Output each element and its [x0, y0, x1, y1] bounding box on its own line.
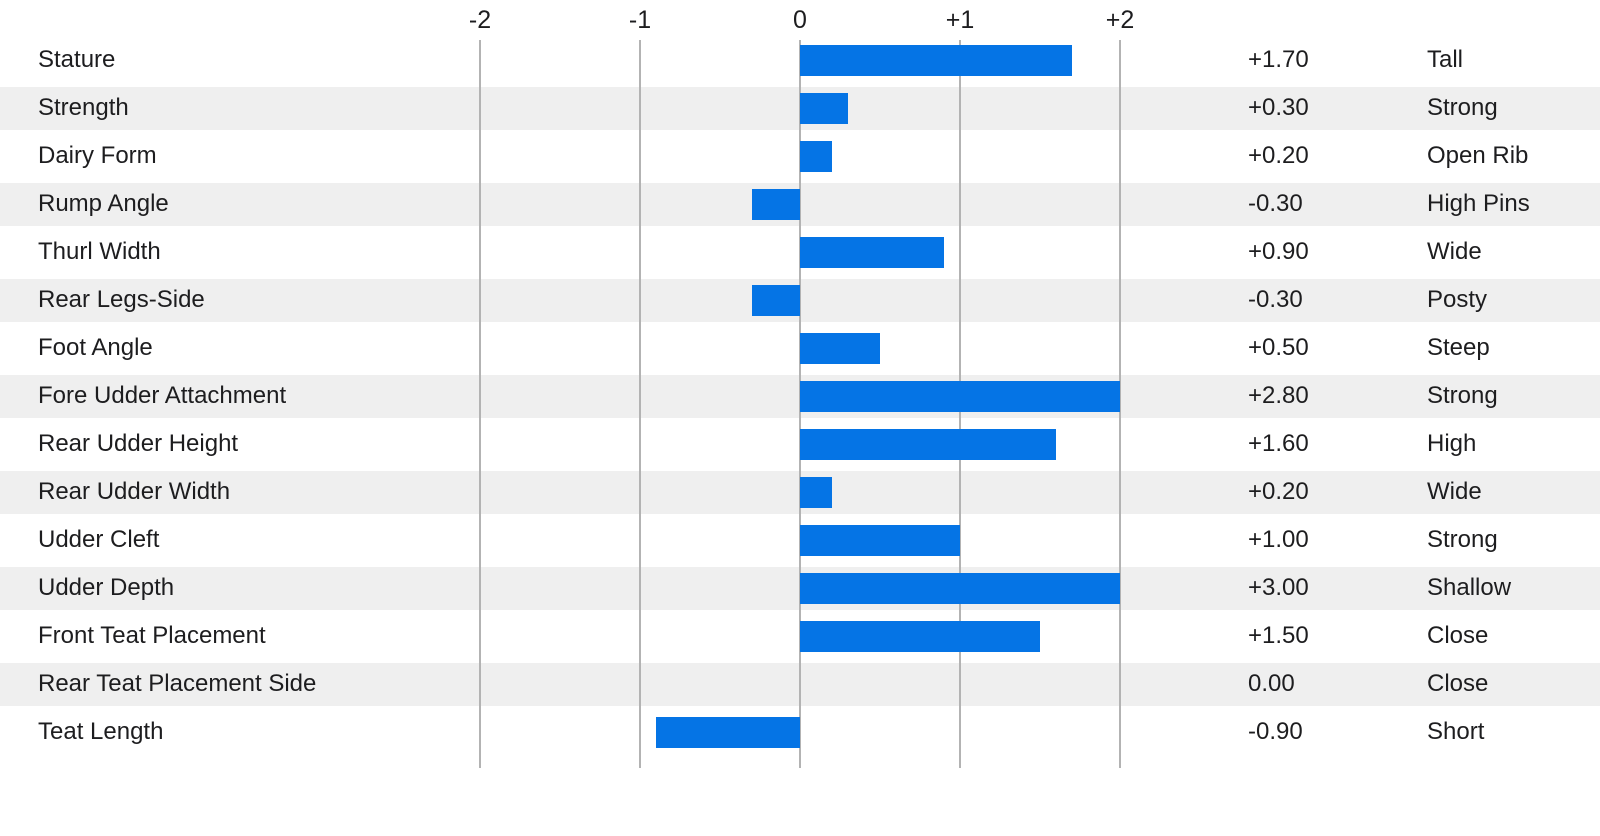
sta-bar	[800, 92, 848, 124]
trait-label: Strength	[38, 94, 129, 121]
sta-bar	[800, 380, 1120, 412]
sta-bar	[656, 716, 800, 748]
trait-descriptor-label: Short	[1427, 718, 1485, 745]
sta-bar	[800, 332, 880, 364]
gridline	[639, 40, 641, 768]
trait-value-label: +0.30	[1248, 94, 1309, 121]
trait-descriptor-label: Tall	[1427, 46, 1464, 73]
sta-bar	[800, 44, 1072, 76]
trait-row: Thurl Width +0.90 Wide	[0, 228, 1600, 276]
sta-bar	[752, 284, 800, 316]
trait-label: Rump Angle	[38, 190, 169, 217]
sta-bar	[800, 428, 1056, 460]
trait-value-label: +2.80	[1248, 382, 1309, 409]
trait-row: Teat Length -0.90 Short	[0, 708, 1600, 756]
trait-descriptor-label: Close	[1427, 622, 1489, 649]
trait-label: Teat Length	[38, 718, 164, 745]
sta-bar	[800, 236, 944, 268]
trait-label: Udder Cleft	[38, 526, 160, 553]
trait-value-label: +1.60	[1248, 430, 1309, 457]
gridline	[479, 40, 481, 768]
trait-value-label: +0.20	[1248, 478, 1309, 505]
trait-label: Rear Udder Height	[38, 430, 239, 457]
trait-label: Stature	[38, 46, 116, 73]
trait-label: Foot Angle	[38, 334, 153, 361]
trait-label: Fore Udder Attachment	[38, 382, 287, 409]
trait-descriptor-label: Wide	[1427, 238, 1482, 265]
trait-label: Thurl Width	[38, 238, 161, 265]
trait-label: Dairy Form	[38, 142, 157, 169]
trait-value-label: +0.50	[1248, 334, 1309, 361]
axis-tick-label: 0	[793, 6, 807, 34]
trait-label: Rear Teat Placement Side	[38, 670, 317, 697]
trait-descriptor-label: Posty	[1427, 286, 1488, 313]
trait-value-label: -0.90	[1248, 718, 1303, 745]
axis-tick-label: -2	[468, 6, 492, 34]
trait-descriptor-label: High Pins	[1427, 190, 1530, 217]
axis-tick-label: -1	[628, 6, 652, 34]
trait-row: Dairy Form +0.20 Open Rib	[0, 132, 1600, 180]
sta-bar	[800, 476, 832, 508]
trait-row: Udder Cleft +1.00 Strong	[0, 516, 1600, 564]
trait-descriptor-label: High	[1427, 430, 1477, 457]
sta-bar	[800, 620, 1040, 652]
trait-value-label: -0.30	[1248, 286, 1303, 313]
axis-tick-label: +1	[945, 6, 975, 34]
trait-value-label: +0.90	[1248, 238, 1309, 265]
sta-bar	[800, 572, 1120, 604]
trait-value-label: +1.50	[1248, 622, 1309, 649]
trait-descriptor-label: Wide	[1427, 478, 1482, 505]
trait-descriptor-label: Strong	[1427, 382, 1498, 409]
trait-row: Front Teat Placement +1.50 Close	[0, 612, 1600, 660]
sta-bar	[752, 188, 800, 220]
sta-bar	[800, 524, 960, 556]
trait-row: Rear Udder Height +1.60 High	[0, 420, 1600, 468]
trait-label: Udder Depth	[38, 574, 175, 601]
trait-value-label: -0.30	[1248, 190, 1303, 217]
trait-value-label: +0.20	[1248, 142, 1309, 169]
trait-value-label: 0.00	[1248, 670, 1295, 697]
trait-row: Stature +1.70 Tall	[0, 36, 1600, 84]
trait-label: Front Teat Placement	[38, 622, 266, 649]
trait-label: Rear Legs-Side	[38, 286, 205, 313]
trait-descriptor-label: Strong	[1427, 526, 1498, 553]
trait-descriptor-label: Strong	[1427, 94, 1498, 121]
trait-descriptor-label: Open Rib	[1427, 142, 1529, 169]
sta-bar	[800, 140, 832, 172]
trait-value-label: +1.00	[1248, 526, 1309, 553]
trait-value-label: +1.70	[1248, 46, 1309, 73]
trait-descriptor-label: Shallow	[1427, 574, 1512, 601]
trait-descriptor-label: Steep	[1427, 334, 1490, 361]
axis-tick-label: +2	[1105, 6, 1135, 34]
trait-value-label: +3.00	[1248, 574, 1309, 601]
trait-descriptor-label: Close	[1427, 670, 1489, 697]
trait-row: Foot Angle +0.50 Steep	[0, 324, 1600, 372]
trait-label: Rear Udder Width	[38, 478, 231, 505]
gridline	[1119, 40, 1121, 768]
